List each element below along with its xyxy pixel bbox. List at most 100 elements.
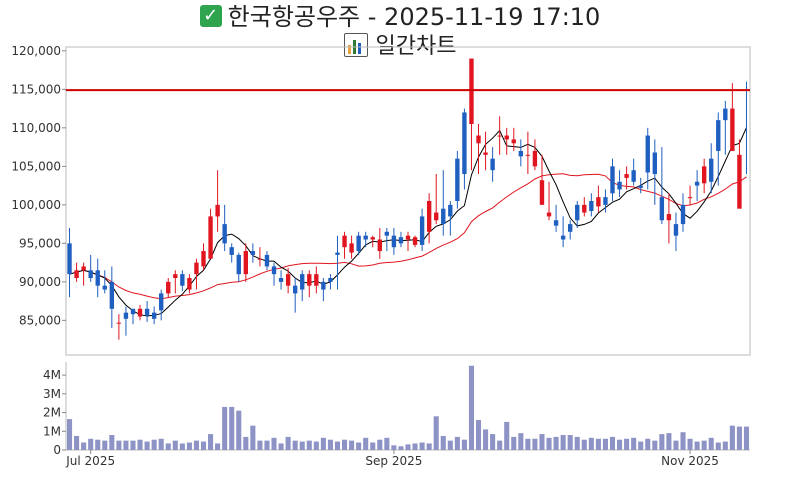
x-axis: Jul 2025 Sep 2025 Nov 2025 bbox=[65, 450, 719, 468]
candle-body bbox=[476, 135, 481, 144]
candle-body bbox=[243, 251, 249, 275]
volume-bar bbox=[715, 442, 721, 450]
price-tick-label: 90,000 bbox=[19, 275, 61, 289]
volume-bar bbox=[461, 439, 467, 450]
volume-bar bbox=[412, 443, 418, 450]
candle-body bbox=[405, 235, 411, 240]
candle-body bbox=[159, 293, 164, 311]
candle-body bbox=[490, 158, 495, 171]
volume-bar bbox=[631, 437, 637, 450]
candle-body bbox=[589, 201, 594, 212]
candle-body bbox=[109, 281, 115, 309]
candle-body bbox=[151, 312, 157, 319]
price-tick-label: 85,000 bbox=[19, 313, 61, 327]
volume-bar bbox=[602, 438, 608, 450]
volume-bar bbox=[229, 406, 235, 450]
candle-body bbox=[560, 235, 566, 240]
price-frame bbox=[65, 46, 751, 356]
volume-bar bbox=[66, 419, 73, 450]
candle-body bbox=[74, 270, 79, 278]
candle-body bbox=[137, 308, 143, 317]
volume-bar bbox=[680, 432, 686, 450]
candle-body bbox=[469, 58, 474, 124]
volume-bar bbox=[313, 441, 319, 450]
volume-bar bbox=[370, 442, 376, 450]
volume-bar bbox=[652, 440, 658, 450]
volume-plot bbox=[66, 365, 750, 450]
candle-body bbox=[300, 274, 305, 290]
candle-body bbox=[694, 181, 700, 186]
volume-bar bbox=[102, 440, 108, 450]
candle-body bbox=[687, 197, 693, 199]
candle-body bbox=[680, 204, 686, 225]
volume-bar bbox=[736, 426, 742, 450]
volume-bar bbox=[356, 442, 362, 450]
volume-bar bbox=[595, 438, 601, 450]
volume-bar bbox=[81, 442, 87, 450]
volume-bar bbox=[130, 440, 136, 450]
volume-bar bbox=[208, 434, 214, 450]
candle-body bbox=[201, 251, 206, 267]
candle-body bbox=[314, 274, 319, 286]
volume-bar bbox=[708, 437, 714, 450]
candle-body bbox=[511, 139, 516, 144]
candle-body bbox=[328, 278, 333, 282]
candle-body bbox=[370, 237, 375, 240]
volume-bar bbox=[588, 437, 594, 450]
check-mark-icon: ✓ bbox=[199, 5, 222, 27]
volume-bar bbox=[511, 436, 517, 450]
volume-bar bbox=[743, 426, 750, 450]
candle-body bbox=[709, 158, 714, 182]
candle-body bbox=[342, 235, 347, 248]
candle-body bbox=[271, 266, 277, 275]
candle-body bbox=[222, 224, 227, 244]
volume-bar bbox=[490, 434, 496, 450]
volume-bar bbox=[349, 440, 355, 450]
candle-body bbox=[187, 278, 192, 290]
volume-bar bbox=[285, 436, 291, 450]
candle-body bbox=[144, 308, 150, 316]
candle-body bbox=[631, 170, 636, 182]
candle-body bbox=[575, 204, 580, 221]
candle-body bbox=[582, 204, 587, 213]
candle-body bbox=[95, 270, 100, 286]
price-tick-label: 110,000 bbox=[11, 121, 61, 135]
volume-bar bbox=[278, 443, 284, 450]
volume-bar bbox=[137, 439, 143, 450]
candle-body bbox=[419, 216, 425, 245]
candle-body bbox=[483, 152, 488, 155]
candle-body bbox=[398, 237, 404, 244]
candle-body bbox=[412, 237, 418, 245]
candle-body bbox=[434, 212, 439, 221]
volume-tick-label: 4M bbox=[43, 368, 61, 382]
volume-bar bbox=[179, 443, 185, 450]
chart-title-text: 한국항공우주 - 2025-11-19 17:10 bbox=[227, 3, 601, 31]
candle-body bbox=[518, 150, 524, 157]
volume-bar bbox=[701, 440, 707, 450]
volume-bar bbox=[165, 443, 171, 450]
volume-bar bbox=[193, 440, 199, 450]
volume-bar bbox=[687, 438, 693, 450]
candle-body bbox=[539, 180, 545, 205]
volume-bar bbox=[659, 434, 665, 450]
candle-body bbox=[278, 278, 284, 282]
volume-bar bbox=[666, 433, 672, 450]
candle-body bbox=[321, 281, 326, 290]
candle-body bbox=[130, 308, 136, 315]
volume-bar bbox=[172, 440, 178, 450]
volume-bar bbox=[645, 438, 651, 450]
candle-body bbox=[166, 281, 171, 294]
candle-body bbox=[292, 285, 298, 294]
candle-body bbox=[610, 166, 615, 194]
volume-bar bbox=[419, 442, 425, 450]
volume-bar bbox=[391, 445, 397, 450]
volume-bar bbox=[215, 443, 221, 450]
volume-bar bbox=[673, 440, 679, 450]
volume-bar bbox=[609, 436, 616, 450]
volume-bar bbox=[694, 441, 700, 450]
volume-bar bbox=[617, 439, 623, 450]
candle-body bbox=[307, 274, 312, 286]
volume-bar bbox=[624, 438, 630, 450]
volume-bar bbox=[560, 435, 566, 450]
